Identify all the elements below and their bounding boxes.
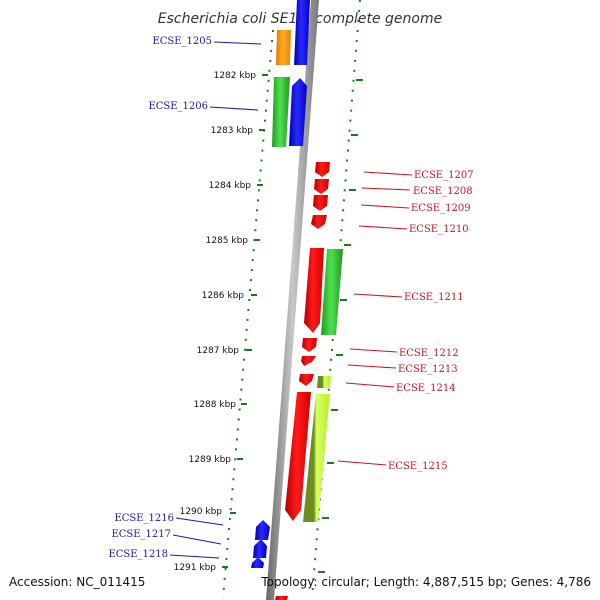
gene-feature-ECSE_1211-green[interactable]	[321, 249, 343, 335]
gene-feature-ECSE_1209[interactable]	[313, 195, 328, 211]
gene-feature-ECSE_1205-orange[interactable]	[276, 30, 291, 65]
tick-label: 1288 kbp	[194, 400, 237, 410]
gene-label-ECSE_1218[interactable]: ECSE_1218	[108, 549, 168, 560]
gene-label-ECSE_1214[interactable]: ECSE_1214	[396, 383, 456, 394]
gene-feature-ECSE_1216[interactable]	[255, 520, 270, 540]
gene-label-ECSE_1210[interactable]: ECSE_1210	[409, 224, 469, 235]
gene-feature-ECSE_1217[interactable]	[253, 539, 267, 558]
gene-feature-ECSE_1210[interactable]	[311, 215, 327, 229]
gene-leader-line	[361, 187, 411, 191]
gene-leader-line	[175, 517, 224, 526]
gene-label-ECSE_1206[interactable]: ECSE_1206	[148, 101, 208, 112]
tick-label: 1282 kbp	[214, 71, 257, 81]
gene-label-ECSE_1212[interactable]: ECSE_1212	[399, 348, 459, 359]
gene-feature-ECSE_1206-green[interactable]	[272, 77, 290, 147]
right-gene-labels: ECSE_1207 ECSE_1208 ECSE_1209 ECSE_1210 …	[337, 170, 474, 472]
gene-leader-line	[345, 382, 395, 388]
gene-feature-ECSE_1211[interactable]	[304, 248, 324, 333]
gene-feature-ECSE_1213[interactable]	[301, 356, 316, 366]
gene-leader-line	[209, 106, 259, 111]
outer-ticks	[318, 79, 363, 573]
gene-leader-line	[353, 293, 403, 298]
gene-leader-line	[172, 534, 222, 545]
kbp-ruler: 1282 kbp 1283 kbp 1284 kbp 1285 kbp 1286…	[174, 71, 268, 573]
gene-feature-ECSE_1206[interactable]	[289, 78, 307, 146]
gene-label-ECSE_1217[interactable]: ECSE_1217	[111, 529, 171, 540]
gene-feature-ECSE_1208[interactable]	[314, 179, 329, 194]
tick-label: 1284 kbp	[209, 181, 252, 191]
gene-leader-line	[169, 554, 220, 559]
gene-leader-line	[360, 204, 410, 209]
gene-feature-ECSE_1207[interactable]	[315, 162, 330, 177]
topology-text: Topology: circular; Length: 4,887,515 bp…	[260, 575, 591, 589]
tick-label: 1291 kbp	[174, 563, 217, 573]
tick-label: 1290 kbp	[180, 507, 223, 517]
tick-label: 1286 kbp	[202, 291, 245, 301]
gene-feature-ECSE_1212[interactable]	[302, 338, 317, 352]
gene-leader-line	[363, 171, 413, 176]
gene-leader-line	[349, 348, 398, 353]
gene-label-ECSE_1215[interactable]: ECSE_1215	[388, 461, 448, 472]
tick-label: 1289 kbp	[189, 455, 232, 465]
gene-leader-line	[347, 364, 397, 369]
gene-label-ECSE_1205[interactable]: ECSE_1205	[152, 36, 212, 47]
gene-feature-ECSE_1205[interactable]	[294, 0, 310, 65]
gene-leader-line	[358, 225, 408, 230]
gene-feature-ECSE_1214[interactable]	[299, 374, 314, 386]
gene-label-ECSE_1208[interactable]: ECSE_1208	[413, 186, 473, 197]
tick-label: 1283 kbp	[211, 126, 254, 136]
gene-label-ECSE_1211[interactable]: ECSE_1211	[404, 292, 464, 303]
tick-label: 1285 kbp	[206, 236, 249, 246]
gene-label-ECSE_1216[interactable]: ECSE_1216	[114, 513, 174, 524]
accession-text: Accession: NC_011415	[9, 575, 145, 589]
gene-label-ECSE_1213[interactable]: ECSE_1213	[398, 364, 458, 375]
gene-feature-ECSE_1215-lime[interactable]	[303, 394, 330, 522]
gene-feature-ECSE_1218[interactable]	[251, 557, 264, 568]
gene-leader-line	[213, 41, 262, 45]
gene-label-ECSE_1207[interactable]: ECSE_1207	[414, 170, 474, 181]
left-gene-labels: ECSE_1205 ECSE_1206 ECSE_1216 ECSE_1217 …	[108, 36, 262, 560]
gene-label-ECSE_1209[interactable]: ECSE_1209	[411, 203, 471, 214]
gene-feature-ECSE_1214-lime[interactable]	[317, 376, 331, 388]
gene-feature-partial	[275, 596, 288, 600]
genome-backbone	[266, 0, 319, 600]
gene-leader-line	[337, 460, 387, 466]
gene-feature-ECSE_1215[interactable]	[285, 392, 311, 521]
tick-label: 1287 kbp	[197, 346, 240, 356]
